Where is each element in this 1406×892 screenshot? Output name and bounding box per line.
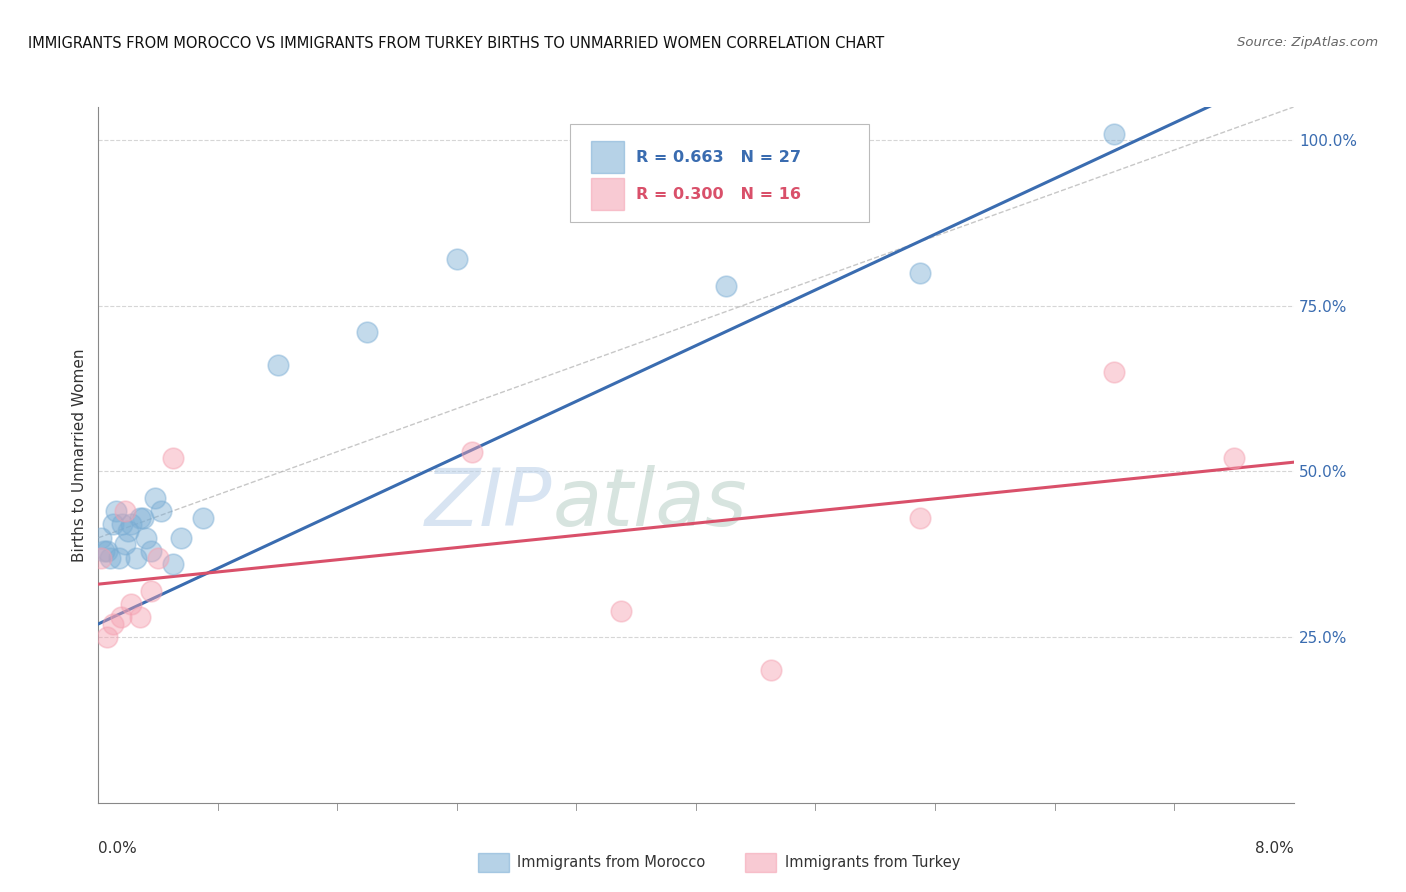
Point <box>103 616 125 631</box>
Bar <box>591 178 624 210</box>
Text: R = 0.663   N = 27: R = 0.663 N = 27 <box>637 150 801 165</box>
Point <box>162 451 184 466</box>
Point <box>1102 127 1125 141</box>
Point <box>90 550 112 565</box>
Text: 0.0%: 0.0% <box>98 841 138 856</box>
Point <box>90 531 112 545</box>
Text: 8.0%: 8.0% <box>1254 841 1294 856</box>
Point <box>191 511 214 525</box>
Point <box>132 511 155 525</box>
Point <box>267 359 290 373</box>
Point <box>139 583 162 598</box>
Point <box>908 511 931 525</box>
Point <box>111 517 134 532</box>
Text: R = 0.300   N = 16: R = 0.300 N = 16 <box>637 186 801 202</box>
Bar <box>591 141 624 173</box>
Point <box>446 252 468 267</box>
Point <box>110 610 132 624</box>
Point <box>610 604 633 618</box>
Point <box>129 511 152 525</box>
Point <box>114 504 136 518</box>
Point <box>908 266 931 280</box>
Point <box>1222 451 1246 466</box>
Point <box>1102 365 1125 379</box>
Point <box>162 558 184 572</box>
Text: ZIP: ZIP <box>425 465 553 542</box>
Text: atlas: atlas <box>553 465 748 542</box>
Text: IMMIGRANTS FROM MOROCCO VS IMMIGRANTS FROM TURKEY BIRTHS TO UNMARRIED WOMEN CORR: IMMIGRANTS FROM MOROCCO VS IMMIGRANTS FR… <box>28 36 884 51</box>
Point <box>759 663 782 677</box>
Point <box>105 504 128 518</box>
Text: Immigrants from Turkey: Immigrants from Turkey <box>785 855 960 870</box>
Point <box>108 550 131 565</box>
Point <box>150 504 173 518</box>
Point <box>103 517 125 532</box>
FancyBboxPatch shape <box>571 124 869 222</box>
Point <box>96 630 118 644</box>
Point <box>129 610 152 624</box>
Point <box>98 550 122 565</box>
Y-axis label: Births to Unmarried Women: Births to Unmarried Women <box>72 348 87 562</box>
Point <box>125 550 148 565</box>
Point <box>120 517 142 532</box>
Point <box>356 326 378 340</box>
Point <box>143 491 166 505</box>
Point <box>135 531 157 545</box>
Text: Source: ZipAtlas.com: Source: ZipAtlas.com <box>1237 36 1378 49</box>
Point <box>714 279 737 293</box>
Point <box>96 544 118 558</box>
Text: Immigrants from Morocco: Immigrants from Morocco <box>517 855 706 870</box>
Point <box>461 444 484 458</box>
Point <box>120 597 142 611</box>
Point <box>93 544 115 558</box>
Point <box>117 524 139 538</box>
Point <box>139 544 162 558</box>
Point <box>148 550 170 565</box>
Point <box>169 531 191 545</box>
Point <box>114 537 136 551</box>
